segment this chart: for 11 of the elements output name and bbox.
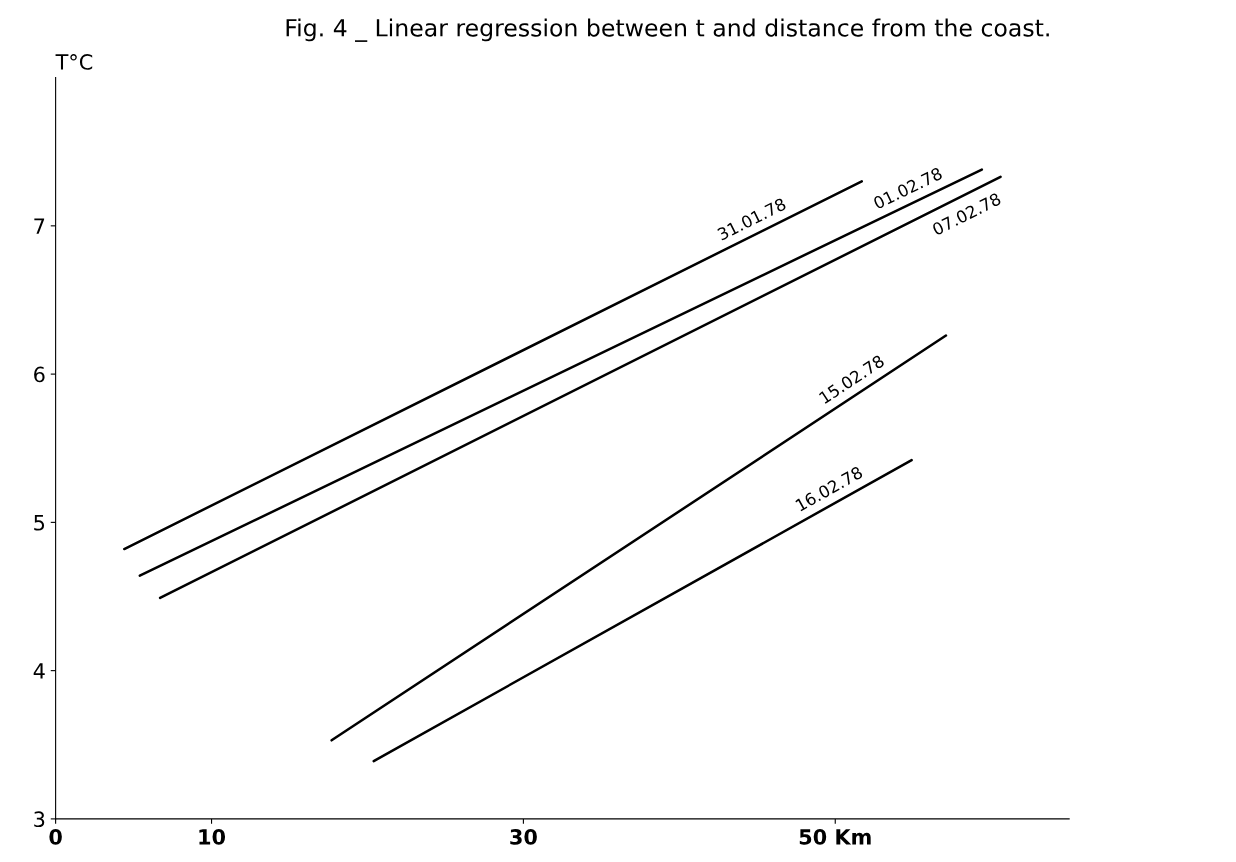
y-tick-label: 7 <box>34 218 45 234</box>
y-tick-label: 6 <box>34 366 45 383</box>
y-tick-label: 4 <box>33 663 45 679</box>
y-tick-label: 3 <box>34 811 45 828</box>
x-tick-label: 50 Km <box>799 828 871 845</box>
x-tick-label: 30 <box>510 828 537 845</box>
y-tick-label: 5 <box>34 515 45 531</box>
y-axis-title: T°C <box>55 54 93 70</box>
x-tick-label: 10 <box>199 828 226 845</box>
chart-title: Fig. 4 _ Linear regression between t and distance from the coast. <box>286 18 1049 42</box>
x-tick-label: 0 <box>49 828 62 845</box>
